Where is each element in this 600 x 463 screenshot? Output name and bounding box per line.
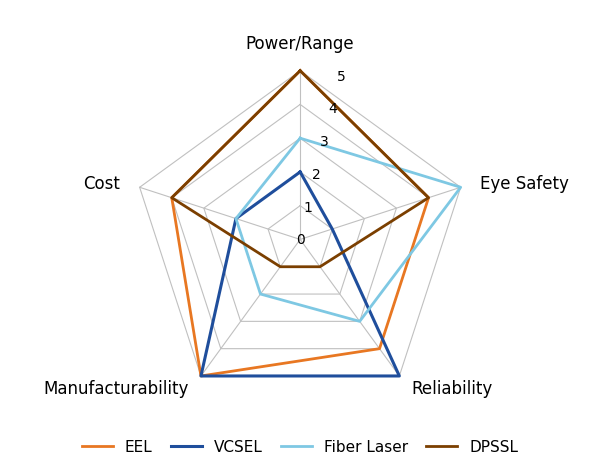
Text: 0: 0 <box>296 233 305 247</box>
Legend: EEL, VCSEL, Fiber Laser, DPSSL: EEL, VCSEL, Fiber Laser, DPSSL <box>76 433 524 460</box>
Text: Manufacturability: Manufacturability <box>43 380 188 397</box>
Text: Power/Range: Power/Range <box>246 35 355 53</box>
Text: 3: 3 <box>320 135 329 149</box>
Text: Reliability: Reliability <box>412 380 493 397</box>
Text: 1: 1 <box>304 200 313 214</box>
Text: Cost: Cost <box>83 174 120 192</box>
Text: 4: 4 <box>328 102 337 116</box>
Text: Eye Safety: Eye Safety <box>480 174 569 192</box>
Text: 2: 2 <box>312 168 321 181</box>
Text: 5: 5 <box>337 69 346 83</box>
